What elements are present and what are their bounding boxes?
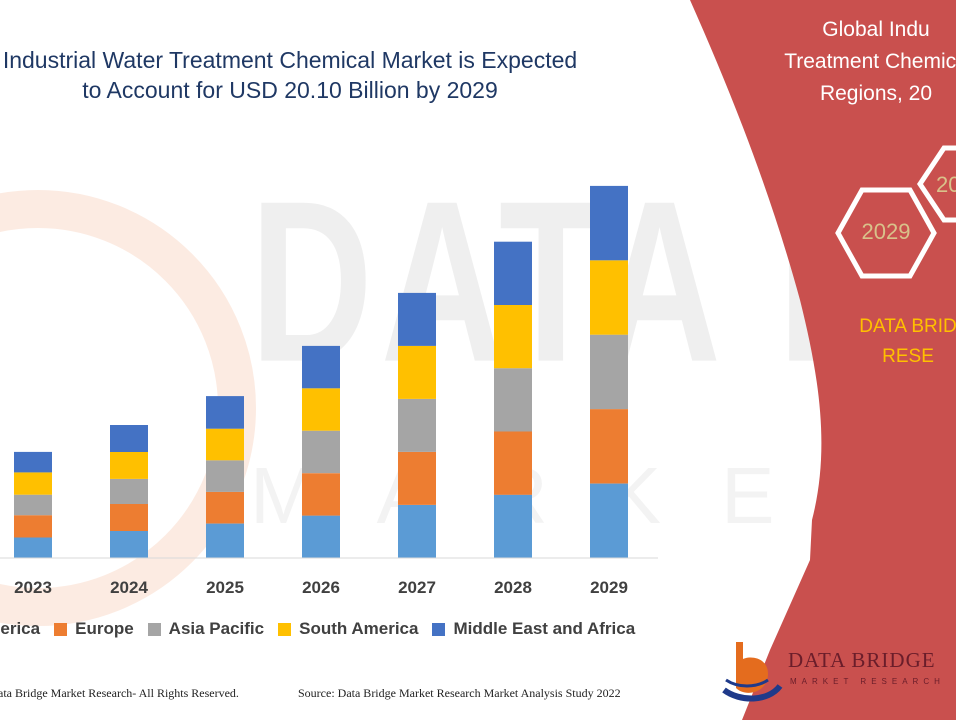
bar-segment-2024-europe xyxy=(110,504,148,531)
bar-segment-2029-asia-pacific xyxy=(590,334,628,410)
logo-subtitle: MARKET RESEARCH xyxy=(790,677,945,686)
bar-segment-2028-asia-pacific xyxy=(494,368,532,432)
bar-segment-2026-europe xyxy=(302,473,340,516)
panel-title: Global Indu Treatment Chemica Regions, 2… xyxy=(726,14,956,110)
legend-label: America xyxy=(0,619,41,638)
panel-brand-text: DATA BRID RESE xyxy=(808,312,956,372)
bar-segment-2029-europe xyxy=(590,409,628,484)
bar-segment-2023-europe xyxy=(14,515,52,538)
bar-segment-2029-north-america xyxy=(590,483,628,558)
panel-title-line-1: Global Indu xyxy=(822,18,930,41)
legend-item-asia-pacific: Asia Pacific xyxy=(147,619,265,639)
bar-segment-2027-middle-east-and-africa xyxy=(398,292,436,346)
hexagon-label-2029: 2029 xyxy=(861,219,911,244)
legend-swatch xyxy=(278,622,292,636)
legend-item-south-america: South America xyxy=(278,619,418,639)
legend-label: Middle East and Africa xyxy=(453,619,636,638)
x-tick-label-2026: 2026 xyxy=(302,578,340,597)
hexagon-2022 xyxy=(916,145,956,223)
bar-segment-2028-europe xyxy=(494,431,532,495)
bar-segment-2029-south-america xyxy=(590,260,628,335)
legend-swatch xyxy=(432,622,446,636)
legend-label: Asia Pacific xyxy=(168,619,265,638)
bar-segment-2024-asia-pacific xyxy=(110,478,148,504)
logo-name: DATA BRIDGE xyxy=(788,648,936,672)
bar-segment-2025-middle-east-and-africa xyxy=(206,396,244,429)
bar-segment-2023-middle-east-and-africa xyxy=(14,451,52,473)
bar-segment-2024-middle-east-and-africa xyxy=(110,425,148,452)
x-tick-label-2029: 2029 xyxy=(590,578,628,597)
bar-segment-2026-north-america xyxy=(302,515,340,558)
bar-segment-2025-south-america xyxy=(206,428,244,461)
panel-title-line-2: Treatment Chemica xyxy=(784,50,956,73)
side-panel-shape xyxy=(690,0,956,720)
x-tick-label-2024: 2024 xyxy=(110,578,148,597)
hexagon-2029 xyxy=(835,187,937,279)
bar-segment-2023-south-america xyxy=(14,472,52,495)
bar-segment-2026-middle-east-and-africa xyxy=(302,345,340,389)
bar-segment-2026-south-america xyxy=(302,388,340,431)
bar-segment-2029-middle-east-and-africa xyxy=(590,185,628,261)
panel-brand-line-1: DATA BRID xyxy=(859,316,956,337)
bar-segment-2028-south-america xyxy=(494,304,532,369)
bar-segment-2028-middle-east-and-africa xyxy=(494,241,532,305)
logo-mark-icon xyxy=(722,642,783,702)
legend-swatch xyxy=(147,622,161,636)
bar-segment-2025-north-america xyxy=(206,523,244,558)
bar-segment-2028-north-america xyxy=(494,494,532,558)
legend-swatch xyxy=(54,622,68,636)
bar-segment-2027-asia-pacific xyxy=(398,398,436,452)
source-text: Source: Data Bridge Market Research Mark… xyxy=(298,686,621,700)
bars-layer xyxy=(14,185,628,558)
bar-segment-2027-north-america xyxy=(398,505,436,558)
bar-segment-2024-north-america xyxy=(110,531,148,558)
chart-title-line-2: to Account for USD 20.10 Billion by 2029 xyxy=(82,77,498,103)
legend-label: Europe xyxy=(75,619,134,638)
hexagon-label-2022: 20 xyxy=(936,172,956,197)
bar-segment-2023-asia-pacific xyxy=(14,494,52,516)
chart-title-line-1: Industrial Water Treatment Chemical Mark… xyxy=(2,47,578,73)
chart-title: Industrial Water Treatment Chemical Mark… xyxy=(0,45,610,105)
company-logo: DATA BRIDGE MARKET RESEARCH xyxy=(722,640,956,706)
x-tick-label-2027: 2027 xyxy=(398,578,436,597)
x-tick-labels: 2023 2024 2025 2026 2027 2028 2029 xyxy=(14,578,628,597)
legend-item-middle-east-africa: Middle East and Africa xyxy=(432,619,635,639)
x-tick-label-2028: 2028 xyxy=(494,578,532,597)
bar-segment-2023-north-america xyxy=(14,537,52,558)
bar-segment-2027-europe xyxy=(398,451,436,505)
legend-label: South America xyxy=(299,619,419,638)
chart-legend: America Europe Asia Pacific South Americ… xyxy=(0,618,649,640)
legend-item-north-america: America xyxy=(0,619,40,639)
bar-segment-2025-asia-pacific xyxy=(206,460,244,492)
x-tick-label-2025: 2025 xyxy=(206,578,244,597)
bar-segment-2025-europe xyxy=(206,491,244,524)
x-tick-label-2023: 2023 xyxy=(14,578,52,597)
bar-segment-2027-south-america xyxy=(398,345,436,399)
panel-brand-line-2: RESE xyxy=(882,346,934,367)
bar-segment-2024-south-america xyxy=(110,451,148,479)
copyright-text: ata Bridge Market Research- All Rights R… xyxy=(0,686,239,700)
panel-title-line-3: Regions, 20 xyxy=(819,82,933,105)
legend-item-europe: Europe xyxy=(54,619,134,639)
bar-segment-2026-asia-pacific xyxy=(302,430,340,474)
